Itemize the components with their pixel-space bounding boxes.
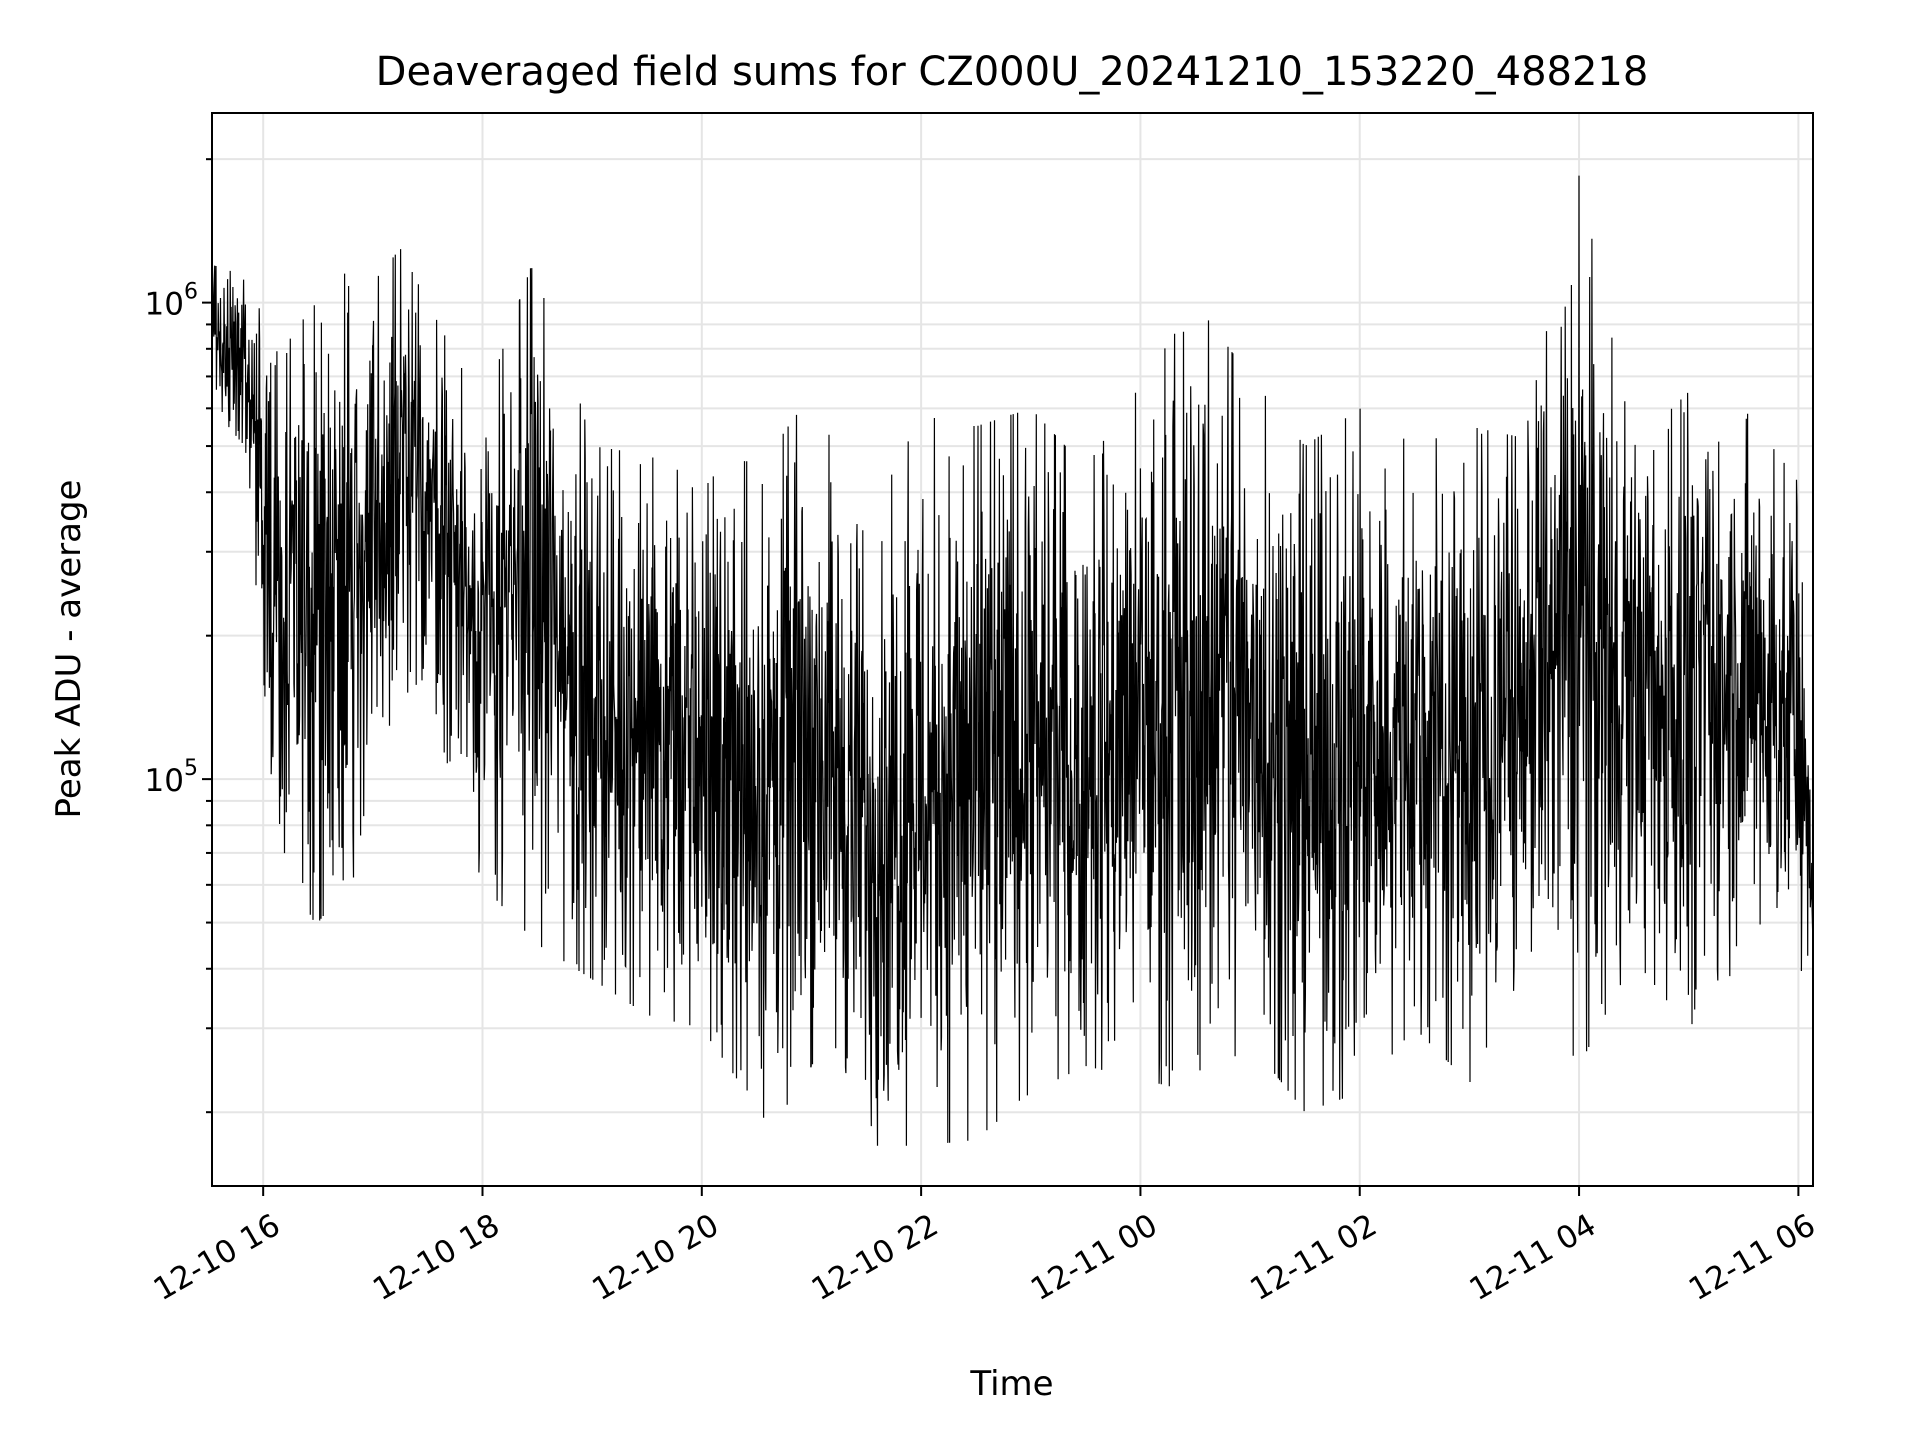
chart-title: Deaveraged field sums for CZ000U_2024121… <box>376 49 1649 95</box>
y-tick-label: 106 <box>145 280 198 323</box>
series-line <box>211 175 1814 1146</box>
y-tick-label: 105 <box>145 756 198 799</box>
y-axis-label: Peak ADU - average <box>49 480 89 819</box>
plot-frame <box>211 112 1814 1187</box>
x-axis-label: Time <box>969 1364 1053 1404</box>
series-polyline <box>211 175 1814 1146</box>
y-axis: 105 106 <box>145 158 212 1114</box>
